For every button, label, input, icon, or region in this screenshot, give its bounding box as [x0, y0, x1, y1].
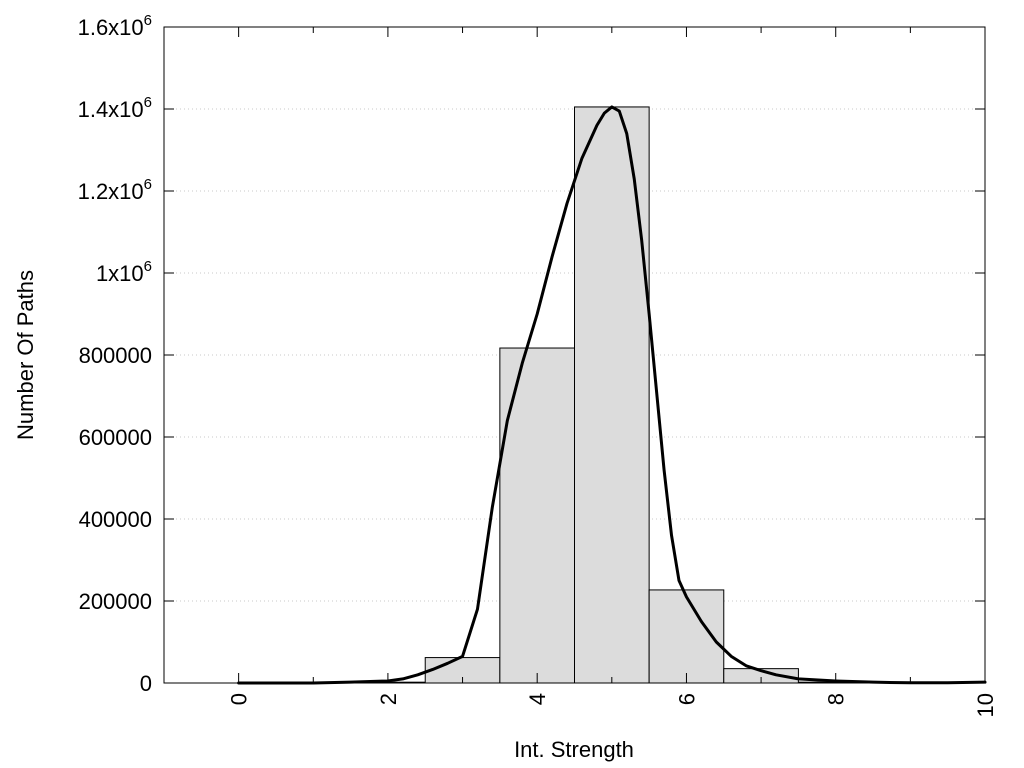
y-tick-label: 1x106 — [96, 258, 152, 286]
y-tick-label: 1.2x106 — [78, 176, 152, 204]
y-tick-label: 1.4x106 — [78, 94, 152, 122]
x-tick-label: 4 — [525, 693, 550, 705]
y-axis-label: Number Of Paths — [13, 270, 38, 440]
y-tick-label: 800000 — [79, 343, 152, 368]
y-tick-label: 200000 — [79, 589, 152, 614]
x-tick-label: 0 — [227, 693, 252, 705]
y-tick-label: 400000 — [79, 507, 152, 532]
y-tick-label: 600000 — [79, 425, 152, 450]
x-tick-label: 2 — [376, 693, 401, 705]
x-tick-label: 6 — [674, 693, 699, 705]
histogram-bar — [575, 107, 650, 683]
y-tick-label: 0 — [140, 671, 152, 696]
histogram-bars — [351, 107, 873, 683]
histogram-bar — [500, 348, 575, 683]
x-tick-label: 8 — [824, 693, 849, 705]
y-tick-label: 1.6x106 — [78, 12, 152, 40]
x-axis-label: Int. Strength — [514, 737, 634, 762]
x-tick-label: 10 — [973, 693, 998, 717]
